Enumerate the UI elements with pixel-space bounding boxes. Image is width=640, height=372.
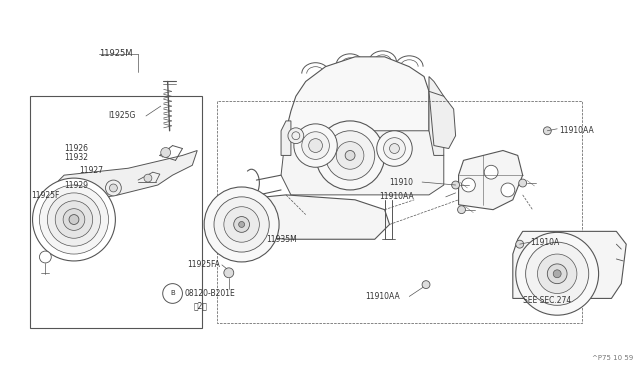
Circle shape [516, 240, 524, 248]
Circle shape [302, 132, 330, 159]
Text: （2）: （2） [193, 302, 207, 311]
Polygon shape [459, 151, 523, 210]
Circle shape [239, 221, 244, 227]
Circle shape [288, 128, 304, 144]
Polygon shape [49, 151, 197, 205]
Circle shape [383, 138, 405, 159]
Circle shape [553, 270, 561, 278]
Circle shape [106, 180, 122, 196]
Text: 11935M: 11935M [266, 235, 297, 244]
Text: ^P75 10 59: ^P75 10 59 [592, 355, 633, 360]
Polygon shape [281, 131, 444, 195]
Circle shape [109, 184, 117, 192]
Circle shape [501, 183, 515, 197]
Circle shape [316, 121, 385, 190]
Circle shape [519, 179, 527, 187]
Text: 11910A: 11910A [531, 238, 560, 247]
Text: l1925G: l1925G [108, 112, 136, 121]
Text: SEE SEC.274: SEE SEC.274 [523, 296, 571, 305]
Text: 11910AA: 11910AA [559, 126, 594, 135]
Text: 11910AA: 11910AA [380, 192, 415, 201]
Circle shape [547, 264, 567, 283]
Circle shape [452, 181, 460, 189]
Circle shape [325, 131, 375, 180]
Circle shape [294, 124, 337, 167]
Text: B: B [170, 291, 175, 296]
Circle shape [204, 187, 279, 262]
Polygon shape [429, 77, 444, 155]
Text: 11932: 11932 [64, 153, 88, 162]
Text: 11929: 11929 [64, 180, 88, 189]
Circle shape [234, 217, 250, 232]
Circle shape [525, 242, 589, 305]
Circle shape [33, 178, 115, 261]
Circle shape [345, 151, 355, 160]
Circle shape [422, 280, 430, 289]
Text: 11926: 11926 [64, 144, 88, 153]
Circle shape [69, 215, 79, 224]
Circle shape [516, 232, 598, 315]
Circle shape [543, 127, 551, 135]
Text: 11927: 11927 [79, 166, 103, 175]
Circle shape [214, 197, 269, 252]
Circle shape [377, 131, 412, 166]
Text: 11925FA: 11925FA [188, 260, 220, 269]
Text: 11910: 11910 [390, 177, 413, 186]
Circle shape [40, 251, 51, 263]
Circle shape [224, 207, 259, 242]
Circle shape [224, 268, 234, 278]
Circle shape [144, 174, 152, 182]
Circle shape [63, 209, 85, 230]
Polygon shape [281, 121, 291, 155]
Polygon shape [286, 57, 429, 155]
Circle shape [336, 142, 364, 169]
Text: 11925M: 11925M [99, 49, 132, 58]
Circle shape [390, 144, 399, 154]
Polygon shape [429, 92, 456, 148]
Circle shape [538, 254, 577, 294]
Circle shape [47, 193, 100, 246]
Polygon shape [513, 231, 626, 298]
Circle shape [484, 165, 498, 179]
Text: 08120-B201E: 08120-B201E [184, 289, 235, 298]
Circle shape [461, 178, 476, 192]
Circle shape [163, 283, 182, 303]
Text: 11925F: 11925F [31, 191, 60, 201]
Circle shape [40, 185, 108, 254]
Circle shape [308, 139, 323, 153]
Bar [29, 96, 202, 328]
Circle shape [458, 206, 465, 214]
Circle shape [55, 201, 93, 238]
Text: 11910AA: 11910AA [365, 292, 399, 301]
Circle shape [161, 148, 171, 157]
Polygon shape [225, 195, 390, 239]
